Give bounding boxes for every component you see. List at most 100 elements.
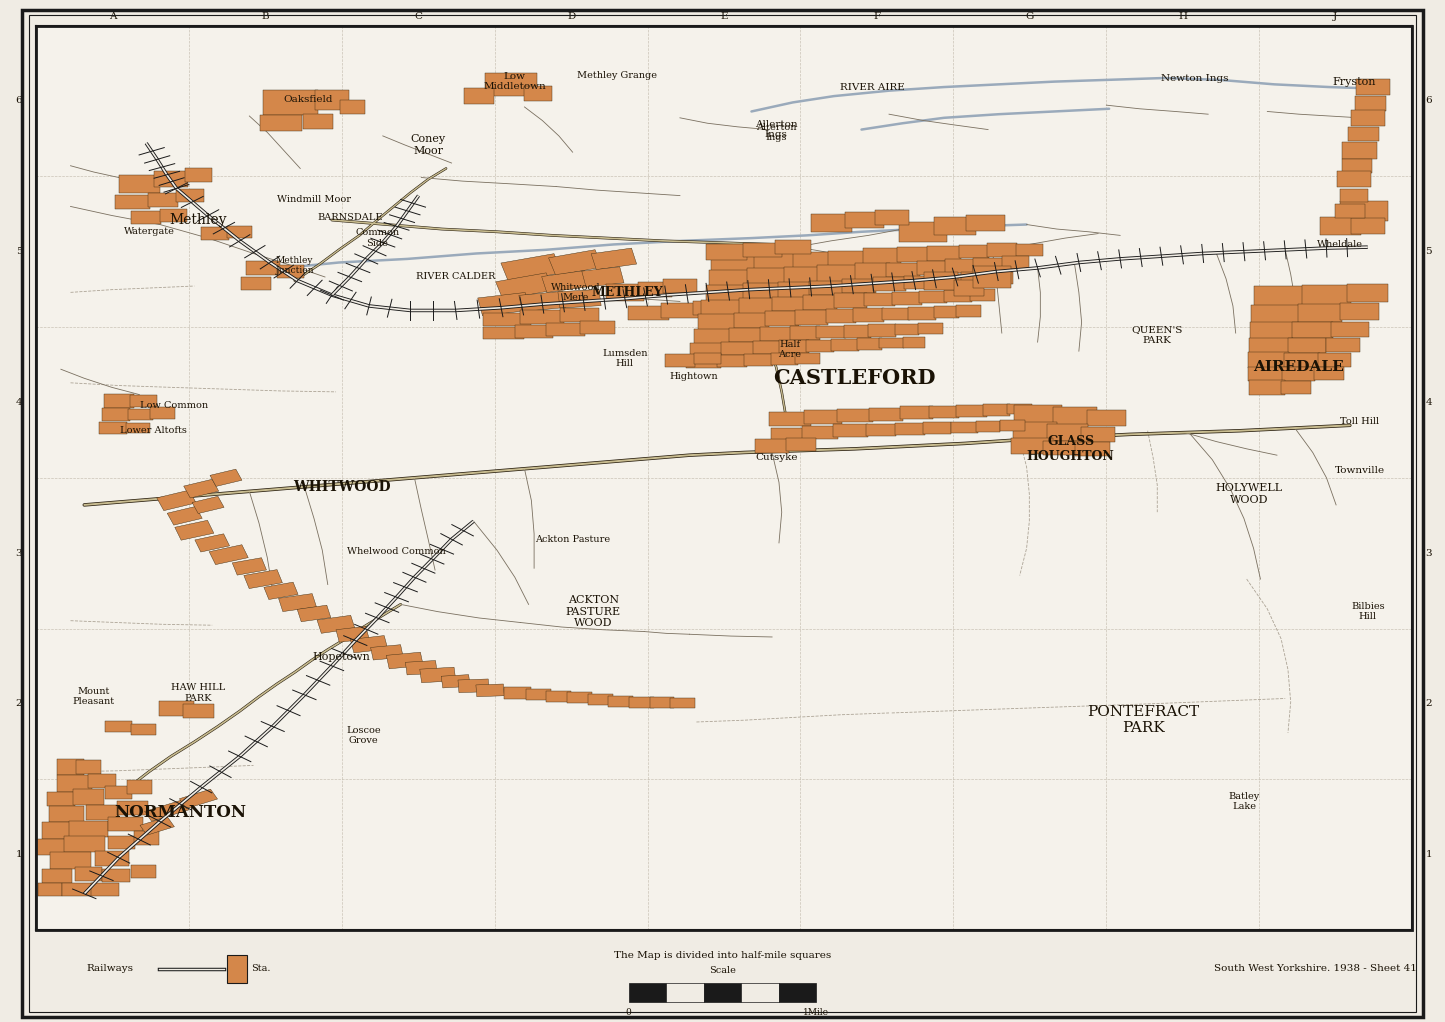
Text: Common
Side: Common Side — [355, 228, 399, 247]
Text: 6: 6 — [1426, 96, 1432, 105]
Bar — [711, 256, 759, 275]
Text: ACKTON
PASTURE
WOOD: ACKTON PASTURE WOOD — [565, 595, 621, 629]
Bar — [131, 865, 156, 878]
Bar — [350, 636, 387, 653]
Bar — [108, 817, 143, 832]
Bar — [868, 408, 903, 421]
Bar — [1048, 424, 1088, 440]
Text: Whelwood Common: Whelwood Common — [347, 548, 447, 556]
Bar — [985, 272, 1013, 284]
Bar — [972, 266, 1011, 288]
Bar — [195, 533, 230, 552]
Bar — [386, 652, 423, 668]
Bar — [886, 263, 920, 277]
Bar — [905, 276, 935, 289]
Bar — [458, 679, 490, 693]
Text: A: A — [108, 934, 116, 943]
Bar — [1013, 422, 1056, 439]
Bar — [845, 212, 883, 228]
Bar — [1347, 284, 1389, 303]
Bar — [340, 100, 366, 113]
Bar — [210, 469, 241, 486]
Bar — [1007, 404, 1032, 415]
Text: F: F — [873, 934, 880, 943]
Bar — [153, 171, 188, 187]
Bar — [918, 323, 942, 334]
Bar — [775, 240, 811, 254]
Bar — [483, 327, 525, 339]
Bar — [1287, 338, 1327, 353]
Bar — [144, 800, 189, 822]
Bar — [1248, 352, 1289, 368]
Bar — [694, 329, 733, 344]
Bar — [811, 214, 853, 232]
Bar — [75, 867, 103, 881]
Bar — [244, 569, 282, 589]
Bar — [853, 309, 883, 322]
Text: 3: 3 — [1426, 549, 1432, 558]
Bar — [77, 760, 101, 774]
Bar — [1283, 367, 1315, 380]
Text: Scale: Scale — [709, 967, 736, 975]
Bar — [94, 851, 129, 866]
Bar — [734, 313, 769, 328]
Bar — [689, 342, 725, 356]
Bar — [802, 426, 838, 439]
Bar — [1081, 427, 1116, 442]
Text: 5: 5 — [16, 247, 22, 257]
Bar — [900, 407, 933, 419]
Bar — [701, 299, 741, 316]
Bar — [650, 697, 675, 707]
Bar — [935, 218, 975, 235]
Bar — [923, 422, 951, 434]
Bar — [945, 260, 975, 273]
Bar — [159, 701, 194, 715]
Bar — [561, 309, 598, 322]
Bar — [184, 704, 214, 717]
Bar — [809, 281, 845, 295]
Bar — [837, 409, 873, 422]
Bar — [1340, 304, 1379, 320]
Bar — [127, 781, 152, 794]
Bar — [1341, 158, 1371, 173]
Bar — [919, 290, 946, 304]
Bar — [1011, 438, 1053, 454]
Text: BARNSDALE: BARNSDALE — [316, 213, 383, 222]
Text: Railways: Railways — [87, 965, 134, 973]
Bar — [1001, 257, 1029, 269]
Bar — [406, 660, 438, 675]
Bar — [1340, 189, 1368, 202]
Bar — [954, 280, 984, 296]
Bar — [707, 285, 747, 301]
Bar — [496, 273, 553, 299]
Bar — [303, 114, 334, 129]
Bar — [246, 261, 280, 275]
Bar — [1319, 218, 1361, 235]
Text: B: B — [262, 12, 269, 21]
Bar — [754, 439, 789, 453]
Bar — [176, 189, 204, 202]
Text: J: J — [1334, 12, 1338, 21]
Bar — [1337, 171, 1371, 187]
Bar — [210, 545, 249, 564]
Bar — [504, 687, 532, 699]
Text: Toll Hill: Toll Hill — [1340, 417, 1379, 426]
Bar — [103, 408, 130, 421]
Bar — [156, 491, 197, 511]
Bar — [514, 325, 553, 337]
Text: Wheldale: Wheldale — [1318, 240, 1363, 249]
Text: Fryston: Fryston — [1332, 77, 1376, 87]
Bar — [961, 273, 988, 285]
Bar — [844, 325, 871, 337]
Bar — [56, 759, 84, 776]
Bar — [970, 289, 996, 300]
Bar — [104, 394, 134, 408]
Bar — [91, 883, 118, 895]
Bar — [717, 355, 747, 368]
Text: Ackton Pasture: Ackton Pasture — [535, 535, 610, 544]
Bar — [1087, 410, 1126, 426]
Bar — [192, 497, 224, 513]
Text: Low Common: Low Common — [140, 401, 208, 410]
Bar — [88, 774, 116, 788]
Text: 2: 2 — [16, 699, 22, 708]
